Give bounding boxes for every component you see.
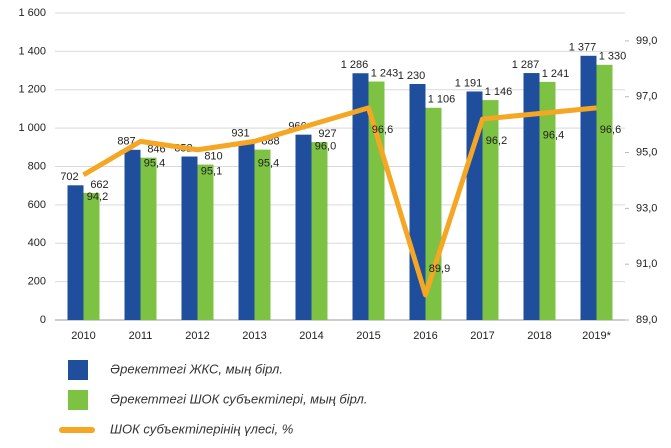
data-label: 927 [318,128,336,140]
bar [523,73,540,320]
bar [482,100,499,320]
y-tick-label: 800 [28,160,46,172]
x-tick-label: 2018 [527,330,551,342]
x-tick-label: 2015 [356,330,380,342]
y-tick-label: 1 200 [18,84,46,96]
line [82,105,597,298]
legend-label: Әрекеттегі ШОК субъектілері, мың бірл. [110,391,368,406]
bar [238,141,255,320]
data-label: 1 191 [455,77,483,89]
line-label: 95,4 [144,157,165,169]
bar [596,64,613,321]
line-label: 96,0 [315,141,336,153]
x-tick-label: 2014 [299,330,323,342]
y-tick-label: 0 [40,314,46,326]
y-tick-label: 200 [28,276,46,288]
y-tick-label: 1 000 [18,122,46,134]
data-label: 1 146 [485,86,513,98]
line-label: 96,6 [600,124,621,136]
y2-tick-label: 95,0 [636,146,657,158]
bar [311,142,328,320]
line-label: 95,4 [258,157,279,169]
y2-tick-label: 93,0 [636,202,657,214]
bar [83,192,100,320]
data-label: 810 [204,150,222,162]
x-tick-label: 2012 [185,330,209,342]
x-tick-label: 2010 [71,330,95,342]
line-label: 94,2 [87,191,108,203]
legend-swatch [68,390,88,410]
legend-swatch [68,360,88,380]
bar [580,55,597,321]
legend-label: Әрекеттегі ЖКС, мың бірл. [110,361,283,376]
legend-label: ШОК субъектілерінің үлесі, % [110,421,293,436]
data-label: 1 106 [428,94,456,106]
bar [352,73,369,320]
y-tick-label: 1 400 [18,45,46,57]
bar [197,164,214,320]
y-tick-label: 400 [28,237,46,249]
line-label: 96,6 [372,124,393,136]
y2-tick-label: 97,0 [636,91,657,103]
y-tick-label: 600 [28,199,46,211]
x-tick-label: 2019* [582,330,611,342]
bar [181,156,198,320]
data-label: 702 [60,171,78,183]
data-label: 931 [231,127,249,139]
bar [254,149,271,320]
bar [539,81,556,321]
data-label: 1 330 [599,51,627,63]
data-label: 1 243 [371,67,399,79]
data-label: 662 [90,179,108,191]
y-tick-label: 1 600 [18,7,46,19]
bar [140,157,157,320]
x-tick-label: 2013 [242,330,266,342]
line-label: 95,1 [201,166,222,178]
y2-tick-label: 89,0 [636,314,657,326]
data-label: 1 241 [542,68,570,80]
x-tick-label: 2016 [413,330,437,342]
line-label: 96,2 [486,135,507,147]
data-label: 1 230 [398,70,426,82]
bar [124,149,141,320]
bar [67,185,84,320]
bar [425,107,442,320]
y2-tick-label: 91,0 [636,258,657,270]
y2-tick-label: 99,0 [636,35,657,47]
line-label: 89,9 [429,263,450,275]
data-label: 1 286 [341,59,369,71]
x-tick-label: 2011 [129,330,153,342]
bar [295,134,312,320]
line-label: 96,4 [543,129,564,141]
data-label: 1 377 [569,42,597,54]
data-label: 1 287 [512,59,540,71]
x-tick-label: 2017 [470,330,494,342]
